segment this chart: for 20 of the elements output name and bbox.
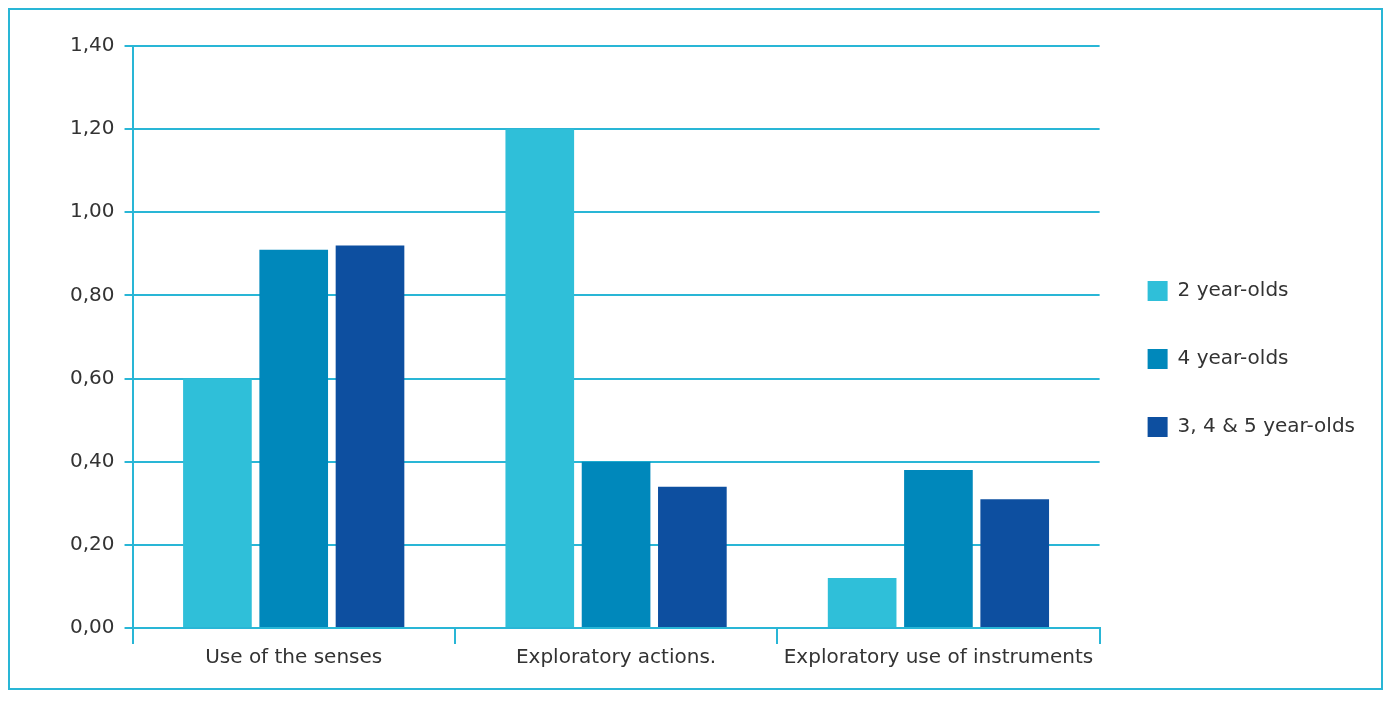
y-tick-label: 0,40: [70, 447, 115, 472]
bar: [581, 461, 651, 627]
x-tick-label: Exploratory use of instruments: [783, 644, 1094, 669]
y-tick-label: 1,40: [70, 32, 115, 57]
y-tick-label: 1,00: [70, 198, 115, 223]
legend-label: 3, 4 & 5 year-olds: [1177, 413, 1356, 438]
y-tick-label: 0,60: [70, 364, 115, 389]
y-tick-label: 1,20: [70, 115, 115, 140]
legend-label: 4 year-olds: [1177, 345, 1289, 370]
bar: [904, 470, 973, 627]
x-tick-label: Exploratory actions.: [515, 644, 717, 669]
bar: [335, 245, 405, 627]
x-tick-label: Use of the senses: [205, 644, 383, 669]
y-tick-label: 0,00: [70, 614, 115, 639]
y-tick-label: 0,80: [70, 281, 115, 306]
y-tick-label: 0,20: [70, 531, 115, 556]
bar: [980, 499, 1050, 627]
legend-label: 2 year-olds: [1177, 277, 1289, 302]
bar: [259, 249, 329, 627]
bar: [658, 486, 727, 627]
